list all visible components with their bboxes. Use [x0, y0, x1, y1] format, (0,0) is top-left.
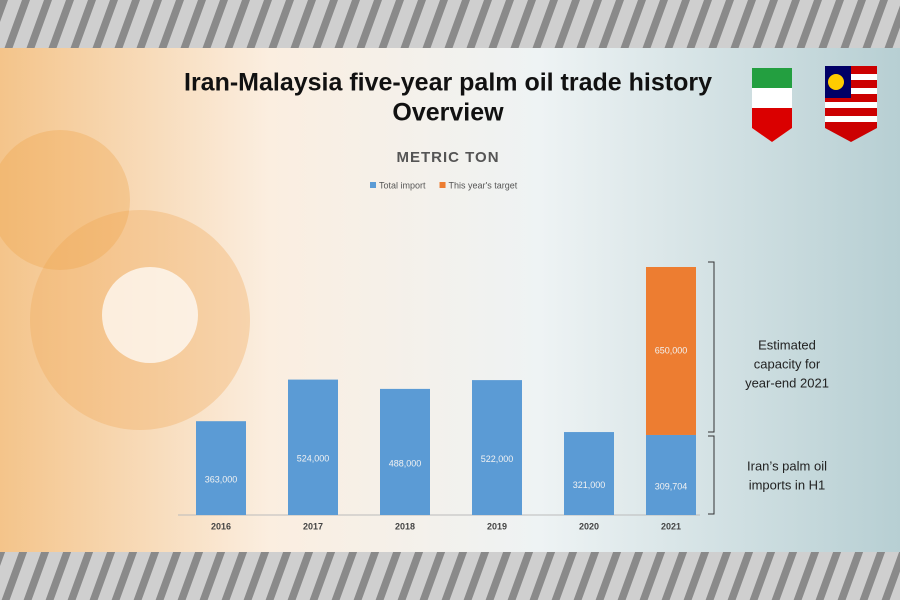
bar [646, 267, 696, 435]
x-tick-label: 2020 [579, 521, 599, 531]
data-label: 522,000 [481, 454, 514, 464]
flag-malaysia [825, 66, 877, 142]
legend: Total import This year's target [370, 180, 518, 190]
x-tick-label: 2021 [661, 521, 681, 531]
annotation: Iran’s palm oil [747, 458, 827, 473]
annotation: capacity for [754, 356, 821, 371]
x-tick-label: 2018 [395, 521, 415, 531]
data-label: 524,000 [297, 454, 330, 464]
legend-label: This year's target [449, 180, 518, 190]
x-tick-label: 2017 [303, 521, 323, 531]
data-label: 650,000 [655, 345, 688, 355]
legend-swatch [439, 182, 446, 188]
data-label: 488,000 [389, 458, 422, 468]
annotation: year-end 2021 [745, 375, 829, 390]
chart-title: Overview [392, 99, 504, 127]
annotation: Estimated [758, 337, 816, 352]
chart-subtitle: METRIC TON [396, 149, 499, 166]
legend-label: Total import [379, 180, 426, 190]
x-tick-label: 2019 [487, 521, 507, 531]
bar [380, 388, 430, 515]
chart-title: Iran-Malaysia five-year palm oil trade h… [184, 69, 712, 97]
data-label: 363,000 [205, 474, 238, 484]
data-label: 321,000 [573, 480, 606, 490]
bracket [708, 435, 715, 515]
bottom-band [0, 552, 900, 600]
fruit-core [102, 267, 198, 363]
fruit [0, 130, 130, 270]
bar [196, 421, 246, 515]
annotation: imports in H1 [749, 477, 826, 492]
bar [288, 379, 338, 515]
bar [472, 380, 522, 515]
legend-swatch [370, 182, 376, 188]
bar [646, 434, 696, 515]
flag-iran [752, 68, 792, 142]
top-band [0, 0, 900, 48]
x-tick-label: 2016 [211, 521, 231, 531]
bar [564, 432, 614, 515]
annotations: Estimated capacity for year-end 2021 Iran’s… [745, 337, 829, 492]
bracket [708, 261, 715, 433]
data-label: 309,704 [655, 481, 688, 491]
